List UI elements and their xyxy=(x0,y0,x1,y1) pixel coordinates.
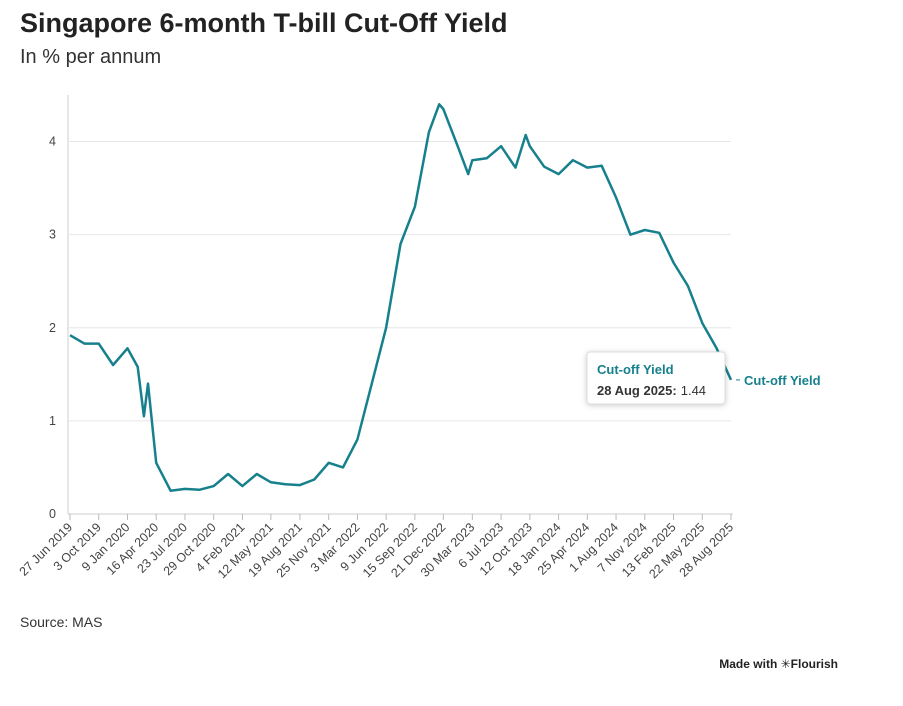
chart-title: Singapore 6-month T-bill Cut-Off Yield xyxy=(20,8,508,38)
y-tick-label: 2 xyxy=(49,321,56,335)
series-label: Cut-off Yield xyxy=(744,373,821,388)
tooltip-value: 1.44 xyxy=(681,383,706,398)
line xyxy=(69,103,733,492)
chart-subtitle: In % per annum xyxy=(20,46,161,68)
tooltip-date: 28 Aug 2025: xyxy=(597,383,677,398)
y-tick-label: 3 xyxy=(49,228,56,242)
tooltip: Cut-off Yield 28 Aug 2025: 1.44 xyxy=(586,351,726,405)
y-tick-label: 4 xyxy=(49,135,56,149)
tooltip-row: 28 Aug 2025: 1.44 xyxy=(597,383,706,398)
credit: Made with ✳Flourish xyxy=(719,657,838,671)
source: Source: MAS xyxy=(20,614,102,630)
tooltip-box xyxy=(586,351,726,405)
tooltip-title: Cut-off Yield xyxy=(597,362,674,377)
y-tick-label: 1 xyxy=(49,414,56,428)
y-tick-label: 0 xyxy=(49,507,56,521)
